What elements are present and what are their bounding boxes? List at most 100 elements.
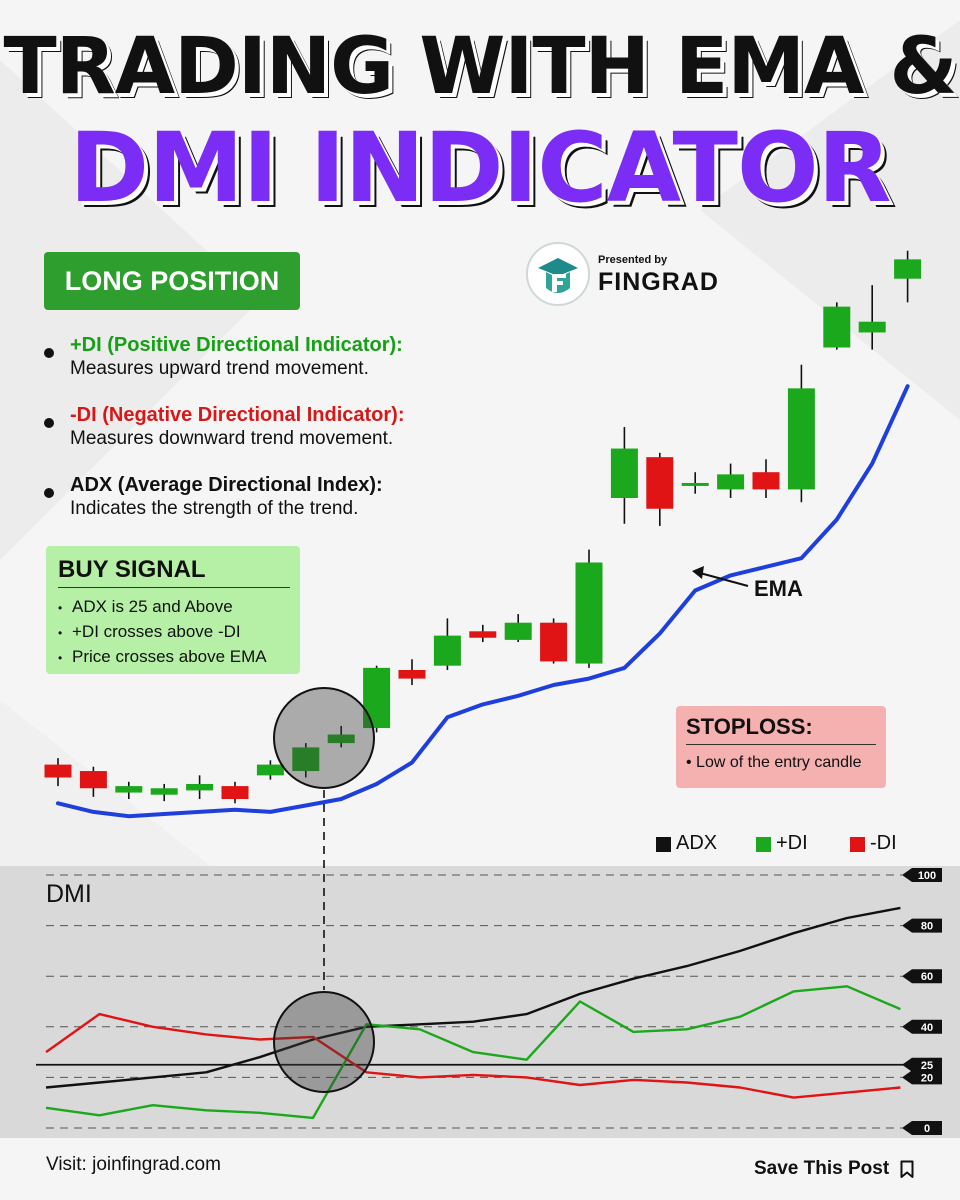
candle-body [610,448,638,498]
presented-by-text: Presented by [598,254,668,266]
bullet-dot [44,418,54,428]
buy-signal-heading: BUY SIGNAL [58,556,206,583]
candle [221,781,249,804]
candle-body [540,622,568,662]
candle [292,743,320,778]
tick-tag-shape [902,1121,942,1135]
arrow-head [692,566,704,579]
legend-swatch [756,837,771,852]
tick-tag-shape [902,868,942,882]
candle-body [186,783,214,791]
legend-swatch [656,837,671,852]
candle [823,302,851,350]
candle [79,766,107,797]
dmi-line-adx [45,906,901,1089]
y-tick-tag: 100 [902,868,942,882]
candle [433,618,461,670]
candle-body [823,306,851,348]
candle-body [44,764,72,778]
chart-annotations [273,566,749,1093]
bullet-description: Indicates the strength of the trend. [70,498,359,519]
tick-tag-shape [902,1070,942,1085]
title-line-2: DMI INDICATOR [69,112,891,224]
candle-body [858,321,886,333]
candle-body [787,388,815,490]
y-tick-label: 100 [918,870,936,882]
candle-body [469,631,497,638]
arrow-shaft [699,572,749,587]
candle [575,549,603,668]
candle-body [681,482,709,486]
candle-body [256,764,284,776]
bullet-dot [44,348,54,358]
bullet-heading: -DI (Negative Directional Indicator): [70,404,405,426]
y-tick-tag: 0 [902,1121,942,1135]
y-tick-tag: 20 [902,1070,942,1085]
tick-tag-shape [902,918,942,933]
list-item: Price crosses above EMA [58,645,267,670]
candle [256,760,284,780]
candle [363,665,391,733]
y-tick-tag: 25 [902,1057,942,1072]
y-tick-label: 20 [921,1072,933,1084]
y-tick-label: 25 [921,1060,933,1072]
legend-label: ADX [676,832,718,854]
candle-body [398,670,426,679]
entry-highlight-circle [273,687,375,789]
candle-body [221,786,249,799]
candle [186,775,214,799]
fingrad-logo-icon [526,242,590,306]
list-item: ADX is 25 and Above [58,595,267,620]
candle [681,472,709,494]
visit-link[interactable]: Visit: joinfingrad.com [46,1154,221,1175]
candle [115,781,143,799]
dmi-title: DMI [46,880,92,908]
legend-label: +DI [776,832,808,854]
legend-label: -DI [870,832,897,854]
candle [894,250,922,303]
candle [469,624,497,643]
bullet-heading: ADX (Average Directional Index): [70,474,383,496]
stoploss-heading: STOPLOSS: [686,714,813,739]
y-tick-tag: 80 [902,918,942,933]
stoploss-item-text: Low of the entry candle [696,754,862,771]
buy-signal-list: ADX is 25 and Above +DI crosses above -D… [58,595,267,670]
candle [150,783,178,802]
bookmark-icon[interactable] [900,1160,914,1179]
y-tick-label: 80 [921,921,933,933]
candle-body [504,622,532,640]
candle-body [752,472,780,490]
candle-body [327,734,355,744]
candle [752,459,780,498]
ema-line [56,384,910,819]
dmi-line-plusdi [45,985,901,1120]
tick-tag-shape [902,969,942,984]
candle [610,427,638,524]
candle [540,618,568,664]
y-tick-label: 40 [921,1022,933,1034]
candle-body [894,259,922,279]
tick-tag-shape [902,1019,942,1034]
candle-body [575,562,603,664]
brand-name: FINGRAD [598,268,719,296]
long-position-badge: LONG POSITION [44,252,300,310]
candle [504,614,532,643]
list-item: +DI crosses above -DI [58,620,267,645]
candle [327,725,355,748]
bullet-description: Measures downward trend movement. [70,428,394,449]
candle-body [363,667,391,729]
candle-body [292,747,320,772]
candle-body [115,786,143,793]
legend-swatch [850,837,865,852]
ema-arrow [692,566,749,587]
stoploss-box: STOPLOSS: • Low of the entry candle [676,706,886,788]
candle-body [433,635,461,666]
candle [398,659,426,686]
candle [858,285,886,350]
save-post-text: Save This Post [754,1158,890,1179]
divider [686,744,876,745]
candle-body [646,457,674,509]
